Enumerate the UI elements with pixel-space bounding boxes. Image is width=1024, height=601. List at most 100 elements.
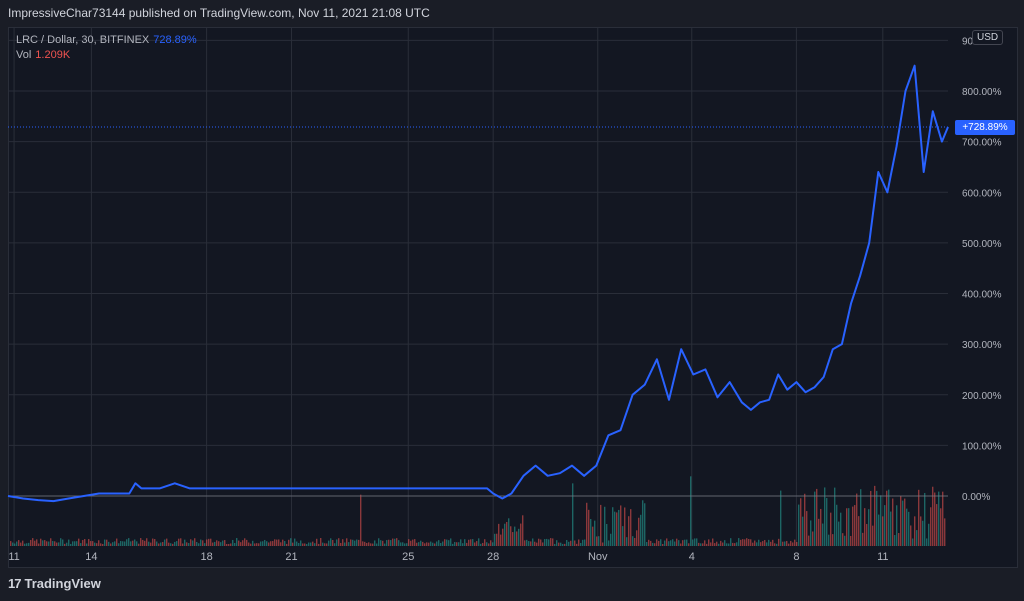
volume-bar (818, 518, 820, 546)
volume-bar (876, 490, 878, 546)
volume-bar (820, 508, 822, 546)
volume-bar (900, 495, 902, 546)
volume-bar (332, 540, 334, 546)
volume-bar (504, 523, 506, 546)
volume-bar (38, 543, 40, 546)
volume-bar (26, 543, 28, 546)
volume-bar (802, 516, 804, 546)
volume-bar (120, 541, 122, 546)
volume-bar (352, 539, 354, 546)
volume-bar (528, 541, 530, 546)
volume-bar (944, 518, 946, 546)
volume-bar (370, 543, 372, 546)
volume-bar (132, 540, 134, 546)
volume-bar (816, 488, 818, 546)
volume-bar (228, 543, 230, 546)
volume-bar (448, 540, 450, 546)
volume-bar (620, 505, 622, 546)
volume-bar (472, 539, 474, 546)
volume-bar (148, 541, 150, 546)
legend-value: 728.89% (153, 34, 197, 46)
volume-bar (90, 541, 92, 546)
volume-bar (556, 540, 558, 546)
volume-bar (208, 538, 210, 546)
volume-bar (378, 538, 380, 546)
y-tick-label: 800.00% (962, 87, 1002, 98)
volume-bar (138, 543, 140, 546)
volume-bar (40, 538, 42, 546)
volume-bar (310, 542, 312, 546)
volume-bar (276, 539, 278, 546)
volume-bar (640, 514, 642, 546)
volume-bar (622, 526, 624, 546)
volume-bar (884, 505, 886, 546)
volume-bar (34, 540, 36, 546)
volume-bar (468, 539, 470, 546)
volume-bar (572, 483, 574, 546)
volume-bar (598, 536, 600, 546)
volume-bar (706, 543, 708, 546)
volume-bar (58, 542, 60, 546)
volume-bar (738, 538, 740, 546)
chart-frame (8, 27, 1018, 568)
volume-bar (796, 542, 798, 546)
volume-bar (104, 539, 106, 546)
volume-bar (94, 542, 96, 546)
volume-bar (856, 493, 858, 546)
volume-bar (108, 541, 110, 546)
volume-bar (66, 542, 68, 546)
volume-bar (716, 541, 718, 546)
volume-bar (674, 541, 676, 546)
volume-bar (330, 538, 332, 546)
volume-bar (184, 539, 186, 546)
volume-bar (508, 518, 510, 546)
volume-bar (832, 534, 834, 546)
volume-bar (484, 539, 486, 546)
volume-bar (282, 539, 284, 546)
volume-bar (760, 542, 762, 546)
volume-bar (848, 508, 850, 546)
volume-bar (748, 538, 750, 546)
x-tick-label: 25 (402, 551, 414, 563)
volume-bar (396, 538, 398, 546)
volume-bar (632, 536, 634, 546)
x-tick-label: 18 (200, 551, 212, 563)
volume-bar (514, 526, 516, 546)
volume-bar (432, 542, 434, 546)
volume-bar (808, 535, 810, 546)
volume-bar (286, 543, 288, 546)
volume-bar (908, 511, 910, 546)
volume-bar (660, 539, 662, 546)
volume-bar (478, 538, 480, 546)
volume-bar (204, 543, 206, 546)
volume-bar (98, 540, 100, 546)
price-series-line (7, 64, 949, 503)
volume-bar (12, 542, 14, 546)
volume-bar (384, 543, 386, 546)
volume-bar (698, 542, 700, 546)
y-tick-label: 500.00% (962, 239, 1002, 250)
currency-button[interactable]: USD (972, 30, 1004, 45)
volume-bar (198, 543, 200, 546)
y-tick-label: 300.00% (962, 340, 1002, 351)
tradingview-brand[interactable]: 17 TradingView (8, 576, 101, 591)
volume-bar (122, 541, 124, 546)
volume-bar (298, 542, 300, 546)
volume-bar (144, 540, 146, 546)
volume-bar (600, 504, 602, 546)
volume-bar (936, 504, 938, 546)
volume-bar (592, 526, 594, 546)
volume-bar (320, 538, 322, 546)
volume-bar (926, 538, 928, 546)
volume-bar (324, 543, 326, 546)
volume-bar (292, 542, 294, 546)
volume-bar (444, 539, 446, 546)
volume-bar (84, 539, 86, 546)
volume-bar (182, 543, 184, 546)
volume-bar (224, 540, 226, 546)
volume-bar (754, 540, 756, 546)
volume-bar (662, 543, 664, 546)
volume-bar (18, 540, 20, 546)
volume-bar (202, 540, 204, 546)
